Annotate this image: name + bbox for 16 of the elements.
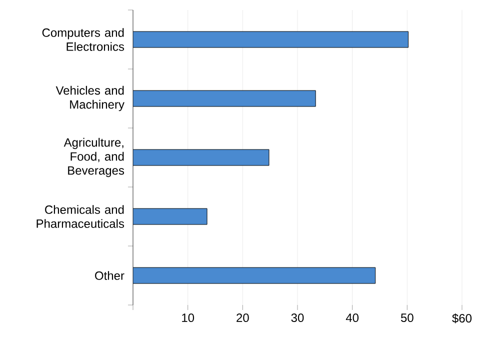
bar [133,90,316,107]
bar [133,31,409,48]
x-tick-label: 20 [236,314,249,322]
bar [133,149,270,166]
y-tick-label: Chemicals and Pharmaceuticals [36,205,124,228]
y-tick-label: Computers and Electronics [42,28,124,51]
x-tick-label: 50 [400,314,414,322]
y-tick-label: Other [95,271,124,280]
x-tick-label: 30 [291,314,304,322]
x-tick-label: 40 [346,314,359,322]
y-tick-label: Agriculture, Food, and Beverages [64,138,124,178]
x-tick-label: $60 [452,314,472,324]
x-tick-label: 10 [182,314,194,322]
bar [133,267,376,284]
bar [133,208,208,225]
y-tick-label: Vehicles and Machinery [56,86,124,112]
